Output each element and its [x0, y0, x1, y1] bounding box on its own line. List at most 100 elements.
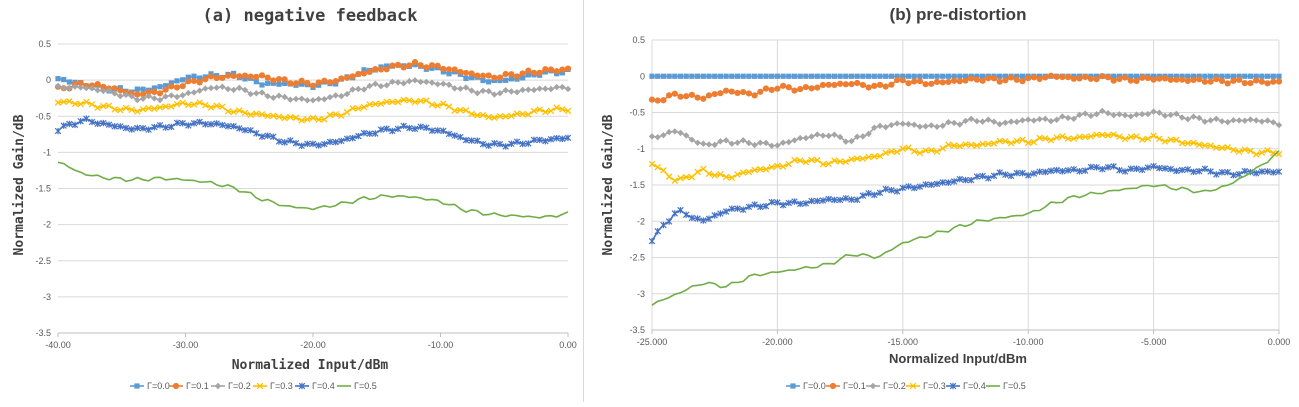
chart-b-data-point: [933, 148, 941, 155]
chart-a-data-point: [326, 79, 334, 86]
chart-b-data-point: [814, 156, 821, 164]
chart-a-data-point: [281, 93, 288, 101]
chart-b-data-point: [677, 93, 684, 100]
chart-b-data-point: [1081, 167, 1089, 174]
chart-a-data-point: [247, 127, 254, 134]
chart-a-data-point: [496, 140, 504, 148]
chart-a-data-point: [372, 100, 379, 108]
chart-b-data-point: [1167, 165, 1174, 173]
chart-b-series-5: [651, 150, 1280, 306]
chart-a-data-point: [162, 103, 169, 110]
chart-b-data-point: [1121, 112, 1129, 119]
chart-a-data-point: [185, 101, 192, 109]
chart-b-data-point: [1218, 144, 1226, 152]
chart-b-legend-item: Γ=0.3: [906, 381, 946, 391]
chart-b-data-point: [1144, 164, 1152, 171]
chart-a-legend-item: Γ=0.1: [169, 381, 209, 391]
chart-b-data-point: [848, 156, 855, 163]
chart-b-data-point: [648, 96, 656, 103]
chart-b-data-point: [922, 123, 929, 130]
chart-b-data-point: [922, 147, 929, 154]
chart-a-data-point: [389, 62, 396, 69]
chart-b-data-point: [728, 174, 736, 181]
chart-b-data-point: [819, 81, 827, 89]
chart-a-data-point: [77, 79, 84, 87]
chart-a-data-point: [298, 117, 305, 124]
chart-b-data-point: [660, 132, 667, 139]
chart-a-data-point: [536, 106, 543, 113]
chart-b-data-point: [791, 87, 798, 94]
chart-b-y-tick-label: 0.5: [632, 35, 645, 45]
chart-b-data-point: [1059, 168, 1066, 175]
chart-b-data-point: [860, 73, 866, 79]
chart-a-data-point: [168, 103, 175, 110]
chart-a-data-point: [213, 75, 220, 82]
chart-b-data-point: [1127, 77, 1134, 84]
chart-b-data-point: [1167, 111, 1174, 119]
chart-a-data-point: [247, 111, 254, 118]
chart-b-data-point: [1241, 167, 1249, 175]
chart-b-data-point: [682, 211, 690, 218]
chart-a-legend-marker: [134, 383, 140, 389]
chart-b-data-point: [1156, 75, 1163, 82]
chart-b-data-point: [745, 203, 753, 211]
chart-a-data-point: [485, 72, 492, 79]
chart-b-data-point: [1087, 163, 1095, 171]
chart-b-data-point: [1218, 77, 1226, 85]
chart-b-data-point: [1099, 73, 1106, 80]
chart-b-data-point: [922, 181, 929, 188]
chart-b-data-point: [962, 117, 969, 125]
chart-b-data-point: [940, 73, 946, 79]
chart-b-data-point: [1030, 117, 1038, 124]
chart-b-data-point: [1121, 168, 1129, 175]
chart-a-y-tick-label: -1: [43, 147, 51, 157]
chart-b-data-point: [700, 73, 706, 79]
chart-a-data-point: [179, 99, 186, 107]
chart-b-data-point: [705, 141, 713, 148]
chart-a-data-point: [394, 61, 402, 68]
chart-b-data-point: [1241, 146, 1249, 153]
chart-b-data-point: [1184, 77, 1191, 85]
chart-a-data-point: [54, 82, 62, 90]
chart-a-data-point: [173, 119, 181, 127]
chart-a-data-point: [224, 123, 232, 130]
chart-b-data-point: [871, 73, 877, 79]
chart-b-data-point: [665, 173, 673, 180]
chart-a-data-point: [530, 69, 538, 76]
chart-b-data-point: [791, 137, 798, 144]
chart-a-data-point: [417, 123, 424, 130]
chart-b-data-point: [740, 88, 747, 96]
chart-b-data-point: [979, 172, 986, 180]
chart-b-data-point: [973, 118, 981, 125]
chart-a-data-point: [264, 92, 271, 100]
chart-a-data-point: [406, 77, 413, 85]
chart-b-data-point: [1201, 118, 1209, 125]
chart-b-data-point: [1053, 134, 1060, 141]
chart-a-data-point: [71, 83, 79, 90]
chart-a-data-point: [66, 120, 73, 128]
chart-a-data-point: [190, 101, 198, 108]
chart-a-data-point: [275, 76, 283, 83]
chart-b-data-point: [939, 79, 946, 86]
chart-b-data-point: [665, 218, 673, 225]
chart-a-data-point: [445, 66, 453, 73]
chart-b-data-point: [1138, 166, 1146, 174]
chart-b-data-point: [660, 73, 666, 79]
chart-a-data-point: [202, 76, 209, 83]
chart-b-data-point: [1150, 76, 1157, 83]
chart-a-data-point: [383, 98, 390, 106]
chart-b-data-point: [1270, 73, 1276, 79]
chart-b-data-point: [1076, 75, 1083, 82]
chart-a-data-point: [292, 114, 300, 122]
chart-a-data-point: [241, 109, 249, 117]
chart-b-data-point: [1270, 119, 1277, 126]
chart-b-data-point: [1213, 75, 1220, 83]
chart-a-data-point: [411, 98, 419, 106]
chart-b-data-point: [1019, 117, 1026, 124]
chart-b-data-point: [1173, 73, 1179, 79]
chart-b-data-point: [1024, 172, 1032, 179]
chart-b-data-point: [1195, 141, 1203, 148]
chart-b-data-point: [825, 195, 832, 203]
chart-b-data-point: [848, 137, 855, 145]
chart-b-legend-label: Γ=0.1: [843, 381, 866, 391]
